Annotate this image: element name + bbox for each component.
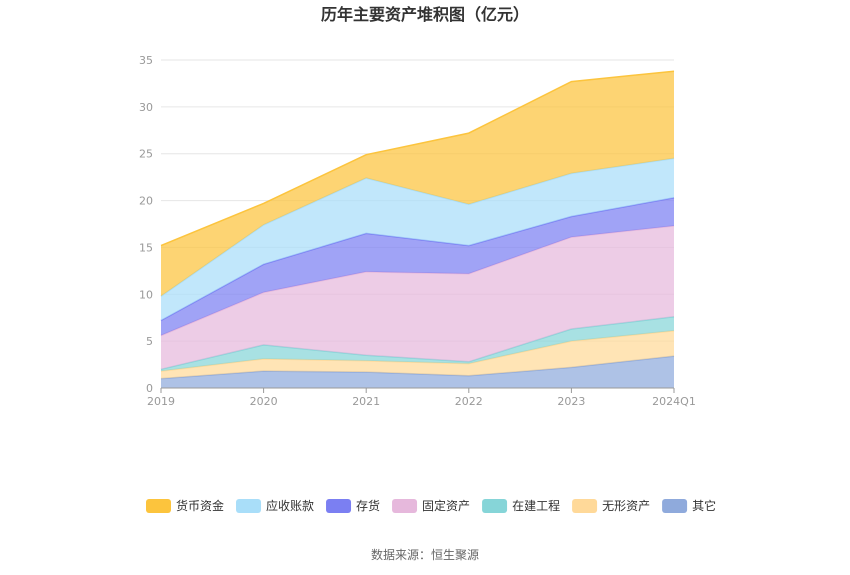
area-6: [161, 71, 674, 297]
legend-swatch: [326, 499, 352, 513]
y-tick-label: 10: [139, 288, 153, 301]
x-tick-label: 2024Q1: [652, 395, 696, 408]
x-tick-label: 2019: [147, 395, 175, 408]
legend: 货币资金 应收账款 存货 固定资产 在建工程 无形资产 其它: [146, 498, 716, 513]
legend-label: 无形资产: [602, 499, 650, 513]
legend-item[interactable]: 应收账款: [236, 498, 314, 513]
area-2: [161, 316, 674, 372]
area-0: [161, 356, 674, 388]
area-4: [161, 197, 674, 336]
legend-label: 在建工程: [512, 498, 560, 513]
legend-item[interactable]: 无形资产: [572, 499, 650, 513]
legend-item[interactable]: 在建工程: [482, 498, 560, 513]
y-tick-label: 30: [139, 101, 153, 114]
x-tick-label: 2021: [352, 395, 380, 408]
area-series: [160, 70, 675, 388]
legend-swatch: [662, 499, 688, 513]
legend-label: 应收账款: [266, 498, 314, 513]
legend-label: 其它: [692, 498, 716, 513]
chart-title: 历年主要资产堆积图（亿元）: [321, 5, 529, 24]
area-1: [161, 330, 674, 379]
y-tick-label: 25: [139, 148, 153, 161]
legend-swatch: [392, 499, 418, 513]
legend-swatch: [482, 499, 508, 513]
y-tick-label: 15: [139, 241, 153, 254]
x-tick-label: 2023: [557, 395, 585, 408]
legend-swatch: [572, 499, 598, 513]
legend-item[interactable]: 货币资金: [146, 498, 224, 513]
legend-item[interactable]: 其它: [662, 498, 716, 513]
area-top-line-6: [160, 70, 675, 247]
legend-label: 固定资产: [422, 498, 470, 513]
legend-swatch: [146, 499, 171, 513]
legend-item[interactable]: 存货: [326, 498, 380, 513]
legend-swatch: [236, 499, 262, 513]
legend-label: 存货: [356, 498, 380, 513]
y-tick-label: 0: [146, 382, 153, 395]
y-tick-label: 5: [146, 335, 153, 348]
legend-item[interactable]: 固定资产: [392, 498, 470, 513]
legend-label: 货币资金: [176, 498, 224, 513]
y-tick-label: 20: [139, 195, 153, 208]
x-tick-label: 2022: [455, 395, 483, 408]
data-source-note: 数据来源：恒生聚源: [371, 547, 479, 562]
area-5: [161, 158, 674, 321]
area-3: [161, 225, 674, 370]
axes: 0 5 10 15 20 25 30 35 2019 2020 2021 2022 2023 2024Q1: [139, 54, 696, 408]
y-tick-label: 35: [139, 54, 153, 67]
x-tick-label: 2020: [250, 395, 278, 408]
